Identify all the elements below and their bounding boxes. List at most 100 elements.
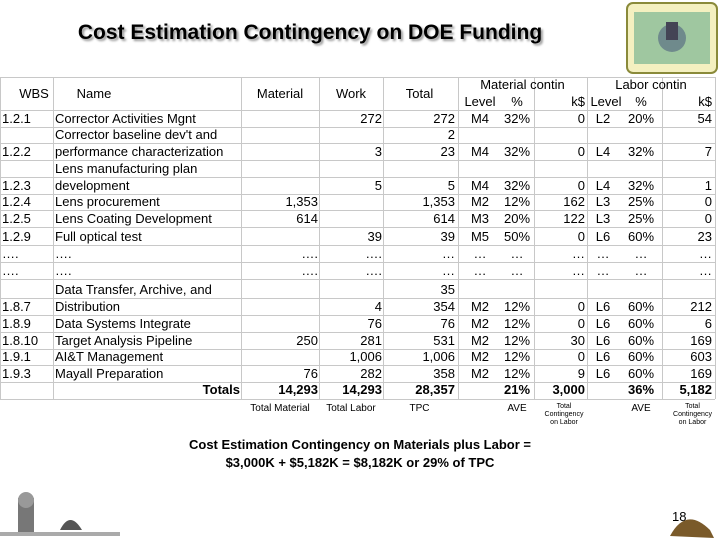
table-cell: 603 (690, 349, 712, 364)
grid-line (0, 315, 715, 316)
total-cell: 14,293 (278, 382, 318, 397)
table-cell: 60% (627, 333, 655, 348)
table-cell: 1.8.7 (2, 299, 31, 314)
table-cell: 0 (577, 349, 585, 364)
table-cell: …. (365, 263, 382, 278)
table-cell: L4 (595, 144, 611, 159)
table-cell: 2 (447, 127, 455, 142)
table-cell: 60% (627, 229, 655, 244)
table-cell: 1.2.3 (2, 178, 31, 193)
table-cell: … (699, 246, 712, 261)
table-cell: 1,353 (422, 194, 455, 209)
table-cell: 1.2.4 (2, 194, 31, 209)
table-cell: M2 (470, 349, 490, 364)
table-cell: 60% (627, 316, 655, 331)
table-cell: … (572, 246, 585, 261)
table-cell: L6 (595, 316, 611, 331)
table-cell: 76 (303, 366, 318, 381)
table-cell: 122 (563, 211, 585, 226)
table-cell: 76 (440, 316, 455, 331)
table-cell: L6 (595, 299, 611, 314)
table-cell: … (634, 263, 648, 278)
table-cell: 20% (627, 111, 655, 126)
grid-line (0, 77, 715, 78)
decoration (0, 492, 120, 536)
sub-header: k$ (698, 94, 712, 109)
table-cell: 614 (433, 211, 455, 226)
table-cell: Distribution (55, 299, 121, 314)
table-cell: 76 (367, 316, 382, 331)
sub-header: k$ (571, 94, 585, 109)
table-cell: 0 (577, 316, 585, 331)
table-cell: 162 (563, 194, 585, 209)
sub-header: Level (590, 94, 622, 109)
table-cell: 272 (433, 111, 455, 126)
table-cell: M5 (470, 229, 490, 244)
table-cell: … (510, 246, 524, 261)
grid-line (0, 210, 715, 211)
table-cell: 358 (433, 366, 455, 381)
table-cell: M3 (470, 211, 490, 226)
table-cell: Lens manufacturing plan (55, 161, 198, 176)
table-cell: 1.2.2 (2, 144, 31, 159)
table-cell: 6 (704, 316, 712, 331)
table-cell: 0 (577, 111, 585, 126)
table-cell: 50% (503, 229, 531, 244)
grid-line (0, 349, 715, 350)
table-cell: M2 (470, 366, 490, 381)
total-cell: 28,357 (415, 382, 455, 397)
table-cell: …. (55, 263, 72, 278)
total-cell: 36% (627, 382, 655, 397)
table-cell: M4 (470, 144, 490, 159)
table-cell: … (634, 246, 648, 261)
column-header: Material (256, 86, 304, 101)
grid-line (0, 332, 715, 333)
table-cell: … (442, 246, 455, 261)
table-cell: 281 (360, 333, 382, 348)
table-cell: performance characterization (55, 144, 224, 159)
table-cell: 23 (697, 229, 712, 244)
table-cell: … (510, 263, 524, 278)
grid-line (0, 177, 715, 178)
table-cell: Lens Coating Development (55, 211, 212, 226)
table-cell: 32% (503, 144, 531, 159)
table-cell: 272 (360, 111, 382, 126)
grid-line (319, 77, 320, 399)
grid-line (587, 77, 588, 399)
table-cell: 5 (374, 178, 382, 193)
table-cell: 32% (627, 178, 655, 193)
table-cell: AI&T Management (55, 349, 164, 364)
table-cell: 12% (503, 333, 531, 348)
table-cell: 12% (503, 349, 531, 364)
table-cell: 1.2.5 (2, 211, 31, 226)
column-header: Material contin (480, 77, 565, 92)
table-cell: 1,006 (422, 349, 455, 364)
grid-line (0, 77, 1, 399)
table-cell: 12% (503, 366, 531, 381)
table-cell: Data Transfer, Archive, and (55, 282, 212, 297)
table-cell: 1.2.9 (2, 229, 31, 244)
table-cell: 169 (690, 333, 712, 348)
column-footnote: Total Material (250, 403, 310, 414)
page-number: 18 (672, 509, 687, 524)
table-cell: 32% (503, 111, 531, 126)
table-cell: 1.8.10 (2, 333, 39, 348)
table-cell: 1.8.9 (2, 316, 31, 331)
table-cell: 32% (503, 178, 531, 193)
table-cell: 1.9.1 (2, 349, 31, 364)
grid-line (534, 77, 535, 399)
sub-header: Level (464, 94, 496, 109)
column-header: Name (76, 86, 112, 101)
grid-line (0, 160, 715, 161)
table-cell: 5 (447, 178, 455, 193)
table-cell: L4 (595, 178, 611, 193)
table-cell: 35 (440, 282, 455, 297)
table-cell: …. (301, 263, 318, 278)
note-line: $3,000K + $5,182K = $8,182K or 29% of TP… (225, 455, 495, 470)
column-footnote: Total Labor (326, 403, 376, 414)
grid-line (0, 382, 715, 383)
table-cell: 60% (627, 366, 655, 381)
table-cell: 39 (367, 229, 382, 244)
table-cell: 250 (296, 333, 318, 348)
